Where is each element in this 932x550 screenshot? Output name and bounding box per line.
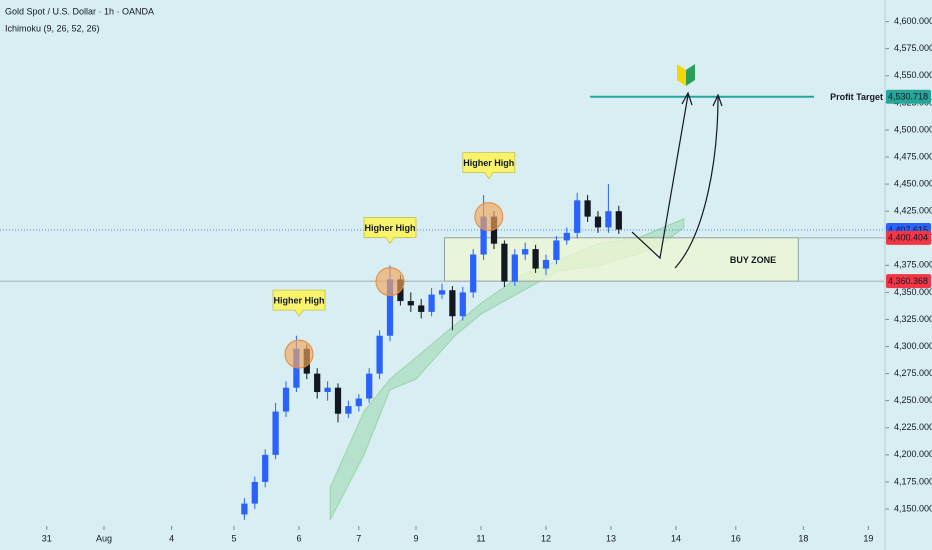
price-label: 4,360.368 [888,276,928,286]
price-label-bg [886,89,931,104]
x-tick-label: 19 [863,533,873,543]
candle-body [334,387,342,414]
x-tick-label: 9 [413,533,418,543]
x-tick-label: 18 [798,533,808,543]
candle-body [563,232,570,241]
y-tick-label: 4,175.000 [894,476,932,486]
x-tick-label: 7 [356,533,361,543]
y-tick-label: 4,475.000 [894,151,932,161]
target-label: Profit Target [830,92,883,102]
candle-body [355,398,362,407]
highlight-circle [375,267,405,297]
arrow-curve [674,96,719,269]
candle-body [470,254,477,293]
arrow-path [631,94,689,260]
candle-body [511,254,518,282]
y-tick-label: 4,325.000 [894,314,932,324]
x-tick-label: 14 [671,533,681,543]
y-tick-label: 4,200.000 [894,449,932,459]
candle-body [553,240,560,260]
candle-body [594,216,602,228]
y-tick-label: 4,350.000 [894,287,932,297]
highlight-circle [474,202,504,232]
candle-body [386,279,394,336]
candle-body [605,211,612,228]
candle-body [428,294,435,312]
candle-body [366,373,373,399]
y-tick-label: 4,275.000 [894,368,932,378]
main-layer: 4,150.000 4,175.000 4,200.000 4,225.000 4,25… [42,16,932,543]
candle-body [272,411,279,455]
x-tick-label: 6 [296,533,301,543]
chart-title: Gold Spot / U.S. Dollar · 1h · OANDA [5,6,154,16]
y-tick-label: 4,500.000 [894,124,932,134]
callout-bubble [272,289,326,317]
price-label: 4,530.718 [888,92,928,102]
price-label: 4,400.404 [888,233,928,243]
x-tick-label: 12 [541,533,551,543]
candle-body [418,305,425,312]
price-label-bg [886,274,931,289]
candle-body [438,290,446,295]
arrow-head [681,91,693,106]
y-tick-label: 4,300.000 [894,341,932,351]
candle-body [574,200,581,233]
x-tick-label: 5 [231,533,236,543]
x-tick-label: 4 [169,533,174,543]
callout-bubble [462,152,516,180]
logo-right [686,64,695,86]
candle-body [376,335,383,374]
candle-body [345,406,352,414]
x-tick-label: Aug [96,533,112,543]
candle-body [449,290,456,317]
callout-text: Higher High [365,223,416,233]
logo-left [677,64,686,86]
projection-arrows [631,91,723,269]
y-tick-label: 4,375.000 [894,260,932,270]
candle-body [542,259,550,269]
logo-icon [677,64,695,86]
callout-text: Higher High [463,158,514,168]
y-tick-label: 4,600.000 [894,16,932,26]
y-tick-label: 4,250.000 [894,395,932,405]
price-label: 4,407.615 [888,225,928,235]
candle-body [480,216,487,255]
candle-body [532,249,539,269]
candle-body [282,387,290,412]
candle-body [241,503,248,515]
callout-text: Higher High [274,296,325,306]
buy-zone-label: BUY ZONE [730,255,776,265]
candle-body [522,249,529,255]
candle-body [490,216,498,244]
callout-bubble [363,217,417,245]
x-tick-label: 11 [476,533,485,543]
x-tick-label: 16 [731,533,741,543]
candle-body [262,454,269,482]
candle-body [501,243,508,282]
y-tick-label: 4,150.000 [894,503,932,513]
indicator-label: Ichimoku (9, 26, 52, 26) [5,23,100,33]
candle-body [407,301,414,306]
price-label-bg [886,230,931,245]
y-tick-label: 4,575.000 [894,43,932,53]
candle-body [615,211,622,230]
arrow-head [712,93,723,107]
y-tick-label: 4,425.000 [894,206,932,216]
y-tick-label: 4,550.000 [894,70,932,80]
candle-body [584,200,591,217]
x-tick-label: 13 [606,533,616,543]
x-tick-label: 31 [42,533,52,543]
target-label-bg [814,88,884,105]
candle-body [324,387,331,393]
candle-body [314,373,321,393]
y-tick-label: 4,225.000 [894,422,932,432]
candle-body [251,481,258,504]
highlight-circle [284,339,314,369]
candle-body [459,292,466,317]
y-tick-label: 4,450.000 [894,178,932,188]
